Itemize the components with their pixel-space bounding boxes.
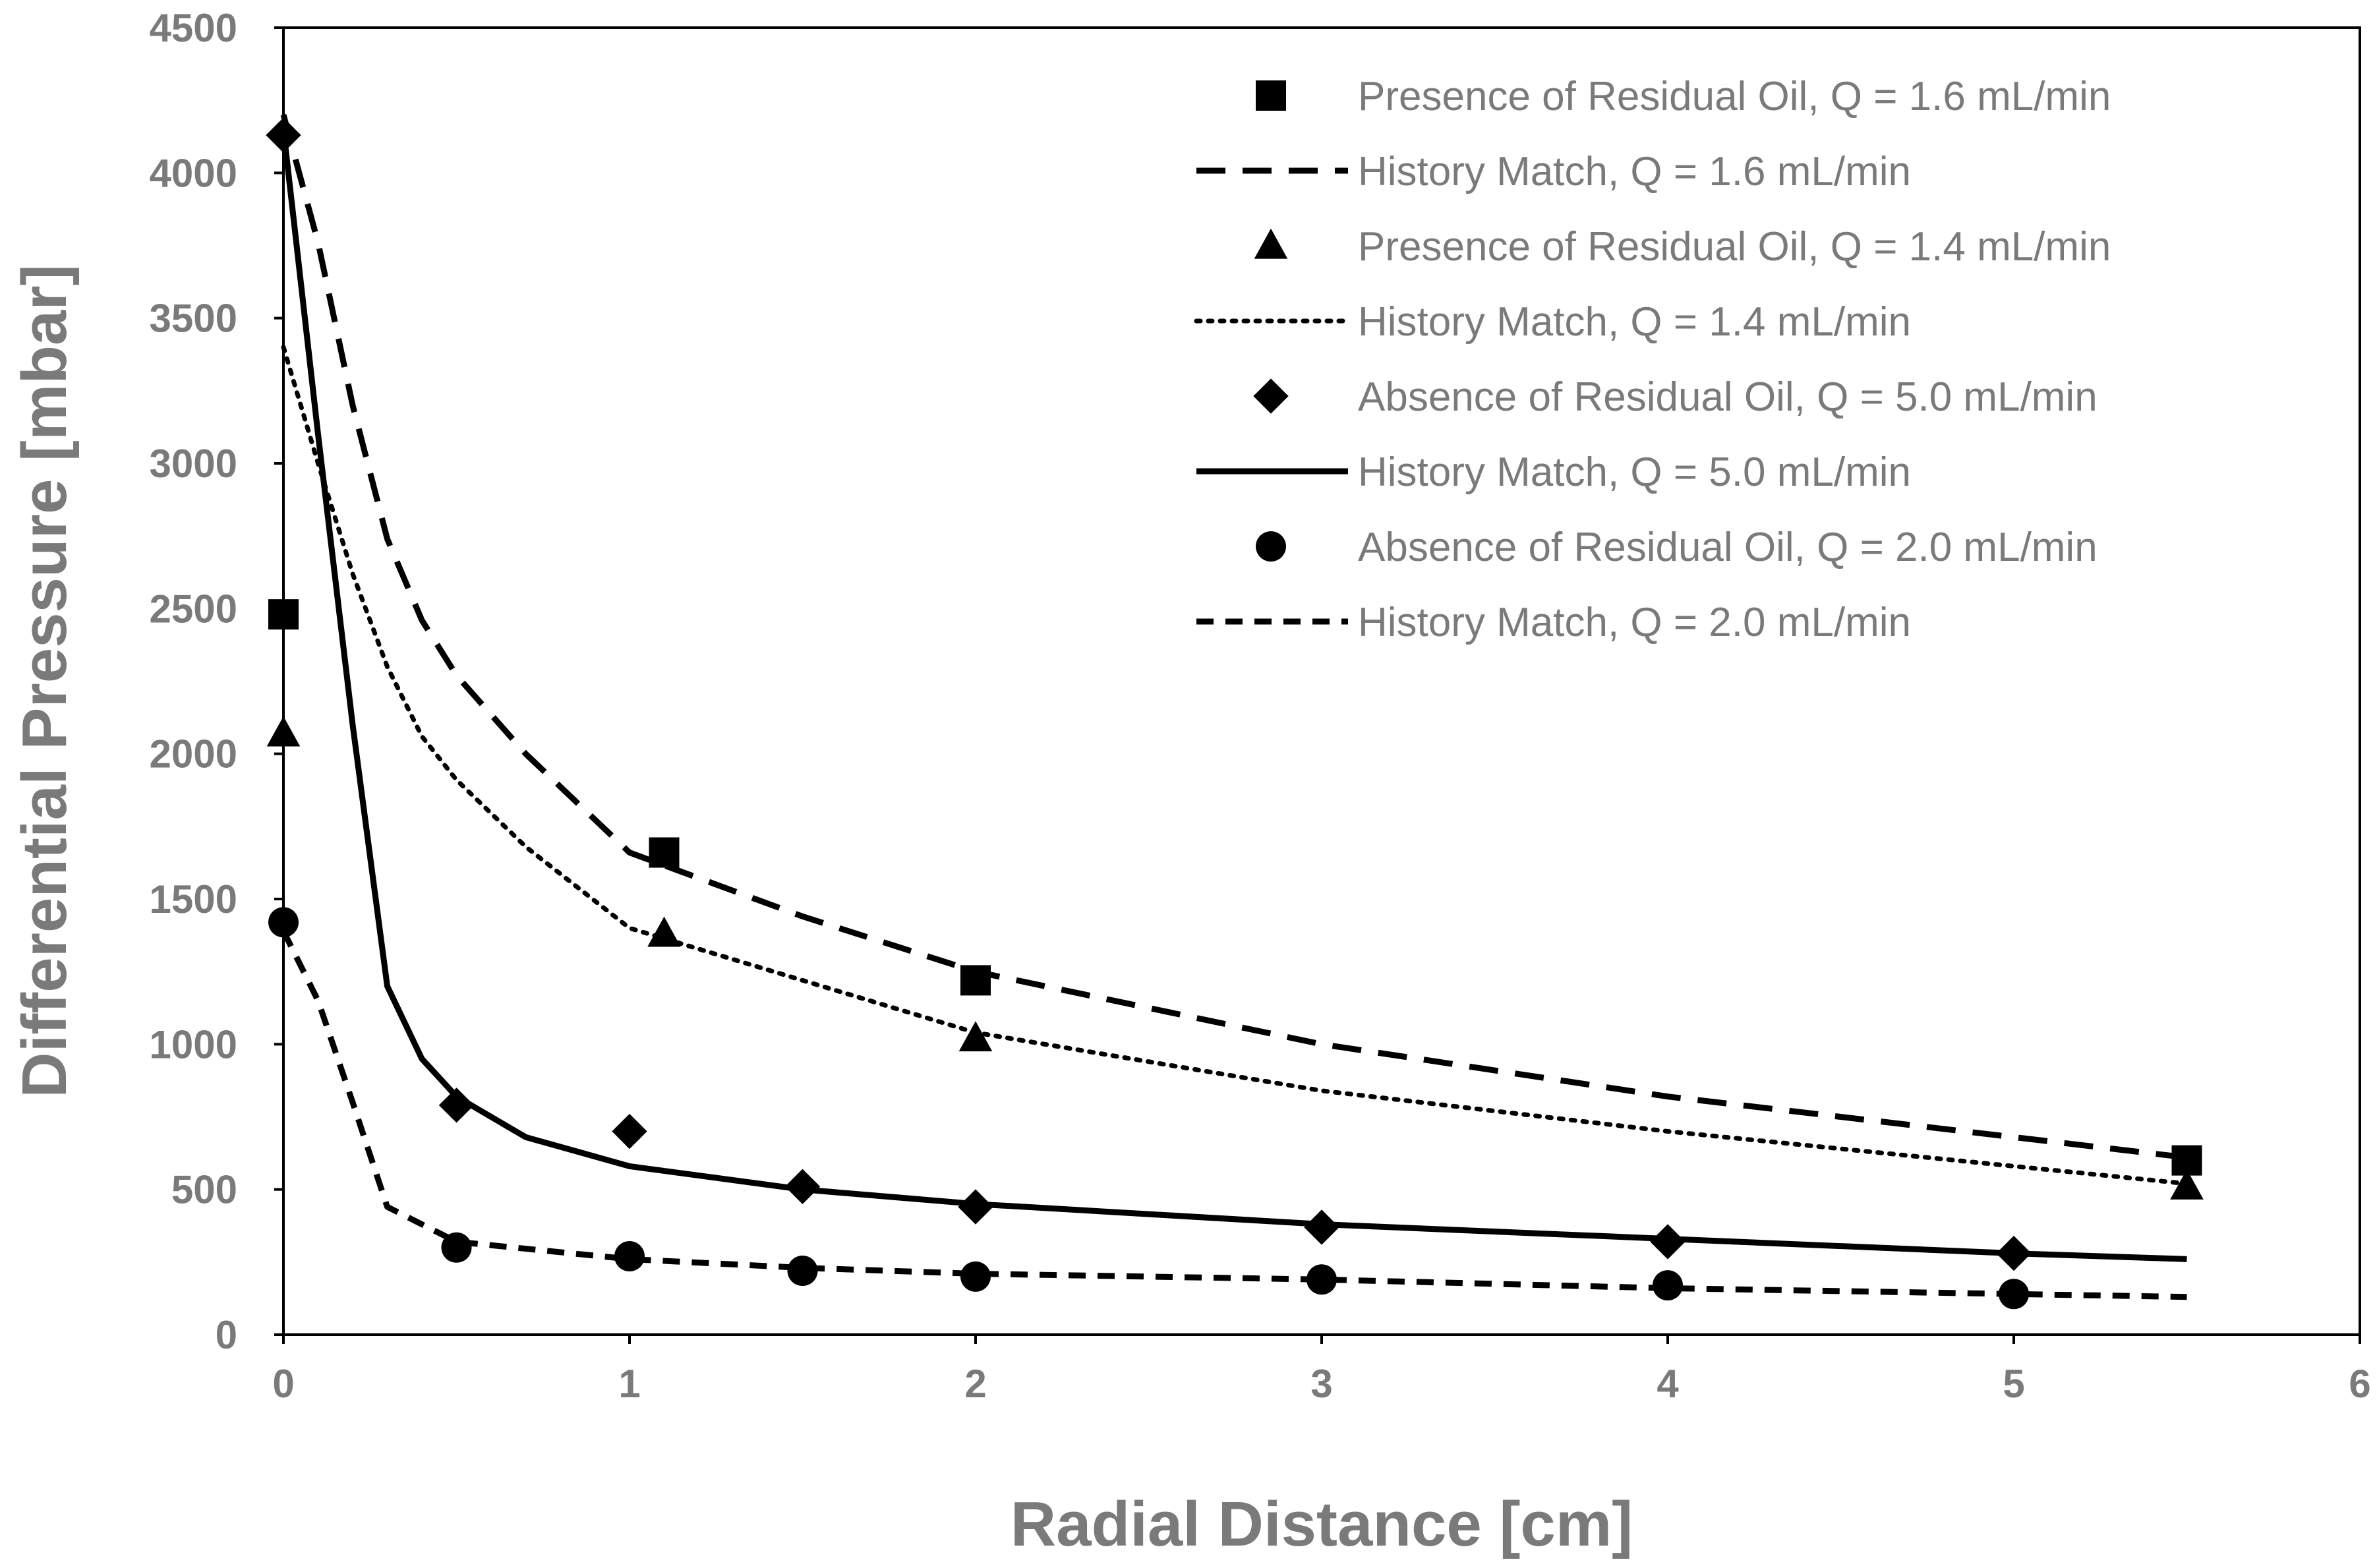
legend-label: Presence of Residual Oil, Q = 1.4 mL/min bbox=[1358, 224, 2111, 270]
legend-entry: History Match, Q = 2.0 mL/min bbox=[1196, 600, 1911, 645]
data-point-circle bbox=[1653, 1270, 1683, 1301]
data-point-diamond bbox=[1996, 1235, 2032, 1271]
markers-group bbox=[266, 117, 2204, 1310]
y-tick-label: 2500 bbox=[150, 587, 237, 631]
series-markers-0 bbox=[268, 599, 2202, 1176]
y-tick-label: 3000 bbox=[150, 442, 237, 486]
y-tick-label: 2000 bbox=[150, 732, 237, 776]
data-point-circle bbox=[1306, 1264, 1337, 1295]
legend-symbol-square bbox=[1256, 80, 1286, 111]
y-tick-label: 500 bbox=[171, 1168, 237, 1212]
series-markers-4 bbox=[266, 117, 2032, 1271]
series-line-1 bbox=[280, 114, 2188, 1161]
data-point-circle bbox=[441, 1232, 472, 1263]
legend-entry: Presence of Residual Oil, Q = 1.4 mL/min bbox=[1254, 224, 2111, 270]
legend-entry: Absence of Residual Oil, Q = 2.0 mL/min bbox=[1256, 525, 2098, 570]
y-tick-label: 1000 bbox=[150, 1022, 237, 1066]
legend-label: History Match, Q = 1.4 mL/min bbox=[1358, 299, 1911, 345]
data-point-circle bbox=[960, 1261, 991, 1292]
data-point-diamond bbox=[958, 1189, 993, 1225]
x-tick-label: 4 bbox=[1657, 1362, 1679, 1406]
data-point-circle bbox=[268, 907, 299, 938]
y-tick-label: 1500 bbox=[150, 877, 237, 921]
x-tick-label: 5 bbox=[2003, 1362, 2024, 1406]
legend: Presence of Residual Oil, Q = 1.6 mL/min… bbox=[1194, 74, 2111, 645]
legend-entry: History Match, Q = 1.6 mL/min bbox=[1196, 149, 1911, 194]
x-axis-title: Radial Distance [cm] bbox=[1011, 1489, 1633, 1559]
legend-entry: History Match, Q = 1.4 mL/min bbox=[1194, 299, 1911, 345]
data-point-triangle bbox=[647, 916, 681, 947]
data-point-square bbox=[268, 599, 299, 630]
legend-label: History Match, Q = 5.0 mL/min bbox=[1358, 450, 1911, 495]
data-point-diamond bbox=[612, 1113, 647, 1149]
legend-label: History Match, Q = 2.0 mL/min bbox=[1358, 600, 1911, 645]
legend-symbol-circle bbox=[1256, 531, 1286, 562]
series-line-5 bbox=[280, 129, 2187, 1262]
data-point-circle bbox=[787, 1256, 818, 1287]
data-point-diamond bbox=[1650, 1224, 1686, 1260]
x-tick-label: 6 bbox=[2349, 1362, 2370, 1406]
y-tick-label: 4500 bbox=[150, 6, 237, 50]
legend-symbol-triangle bbox=[1254, 228, 1288, 259]
data-point-square bbox=[649, 837, 680, 868]
series-markers-2 bbox=[266, 716, 2204, 1200]
data-point-diamond bbox=[1304, 1209, 1339, 1245]
legend-label: Absence of Residual Oil, Q = 5.0 mL/min bbox=[1358, 374, 2098, 420]
data-point-square bbox=[960, 965, 991, 996]
x-tick-label: 0 bbox=[272, 1362, 294, 1406]
data-point-diamond bbox=[438, 1088, 475, 1123]
data-point-diamond bbox=[784, 1169, 821, 1204]
data-point-diamond bbox=[266, 117, 301, 153]
axes: 0 1 2 3 4 5 6 0 500 1000 1500 2000 2500 3000 3500 4000 4… bbox=[150, 6, 2371, 1406]
data-point-circle bbox=[614, 1241, 645, 1272]
data-point-triangle bbox=[958, 1021, 993, 1052]
data-point-triangle bbox=[2170, 1169, 2204, 1200]
legend-label: Absence of Residual Oil, Q = 2.0 mL/min bbox=[1358, 525, 2098, 570]
x-tick-label: 3 bbox=[1310, 1362, 1332, 1406]
x-tick-label: 2 bbox=[964, 1362, 986, 1406]
legend-entry: Presence of Residual Oil, Q = 1.6 mL/min bbox=[1256, 74, 2111, 119]
legend-entry: History Match, Q = 5.0 mL/min bbox=[1196, 450, 1911, 495]
legend-symbol-diamond bbox=[1253, 378, 1289, 414]
legend-entry: Absence of Residual Oil, Q = 5.0 mL/min bbox=[1253, 374, 2098, 420]
series-line-3 bbox=[281, 345, 2189, 1186]
series-markers-6 bbox=[268, 907, 2029, 1310]
legend-label: History Match, Q = 1.6 mL/min bbox=[1358, 149, 1911, 194]
data-point-triangle bbox=[266, 716, 301, 747]
y-tick-label: 0 bbox=[216, 1313, 237, 1357]
y-tick-label: 3500 bbox=[150, 297, 237, 341]
y-axis-title: Differential Pressure [mbar] bbox=[9, 264, 80, 1097]
data-point-circle bbox=[1999, 1279, 2029, 1310]
y-tick-label: 4000 bbox=[150, 151, 237, 195]
series-layer bbox=[266, 114, 2204, 1310]
x-tick-label: 1 bbox=[618, 1362, 640, 1406]
lines-group bbox=[280, 114, 2189, 1300]
legend-label: Presence of Residual Oil, Q = 1.6 mL/min bbox=[1358, 74, 2111, 119]
